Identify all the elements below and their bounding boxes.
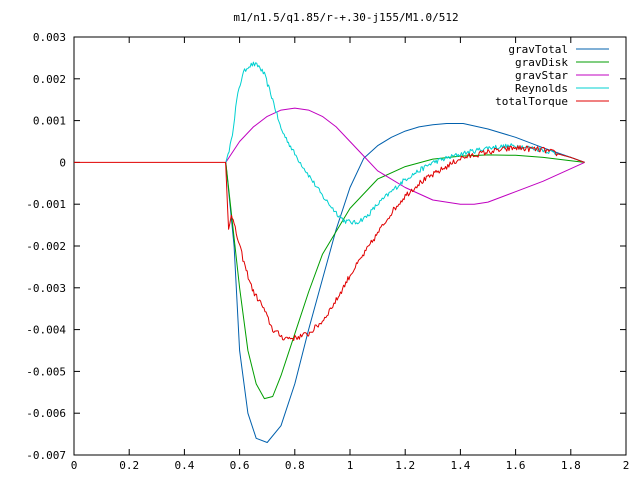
- y-tick-label: -0.004: [26, 324, 66, 337]
- y-tick-label: -0.003: [26, 282, 66, 295]
- legend: gravTotalgravDiskgravStarReynoldstotalTo…: [495, 43, 609, 108]
- x-tick-label: 1: [347, 459, 354, 472]
- series-layer: [74, 61, 585, 443]
- y-tick-label: 0.001: [33, 115, 66, 128]
- chart-title: m1/n1.5/q1.85/r-+.30-j155/M1.0/512: [233, 11, 458, 24]
- y-tick-label: -0.002: [26, 240, 66, 253]
- x-tick-label: 2: [623, 459, 630, 472]
- legend-label: gravTotal: [508, 43, 568, 56]
- x-tick-label: 1.2: [395, 459, 415, 472]
- y-tick-label: 0: [59, 156, 66, 169]
- x-tick-label: 1.8: [561, 459, 581, 472]
- x-tick-label: 1.4: [450, 459, 470, 472]
- series-line-gravTotal: [225, 123, 585, 443]
- series-line-totalTorque: [74, 145, 585, 341]
- x-tick-label: 0.6: [230, 459, 250, 472]
- x-tick-label: 0.8: [285, 459, 305, 472]
- x-tick-label: 0: [71, 459, 78, 472]
- x-tick-label: 1.6: [506, 459, 526, 472]
- y-tick-label: -0.001: [26, 198, 66, 211]
- y-tick-label: -0.006: [26, 407, 66, 420]
- y-tick-label: 0.002: [33, 73, 66, 86]
- axis-ticks: 0 0.2 0.4 0.6 0.8 1 1.2 1.4 1.6 1.8 2 0.003 0.002 0.0…: [26, 31, 629, 472]
- legend-label: gravStar: [515, 69, 568, 82]
- series-line-Reynolds: [225, 61, 585, 225]
- series-line-gravStar: [225, 107, 585, 205]
- x-tick-label: 0.2: [119, 459, 139, 472]
- legend-label: gravDisk: [515, 56, 568, 69]
- legend-label: totalTorque: [495, 95, 568, 108]
- y-tick-label: -0.005: [26, 365, 66, 378]
- y-tick-label: -0.007: [26, 449, 66, 462]
- y-tick-label: 0.003: [33, 31, 66, 44]
- x-tick-label: 0.4: [174, 459, 194, 472]
- series-line-gravDisk: [225, 154, 585, 400]
- legend-label: Reynolds: [515, 82, 568, 95]
